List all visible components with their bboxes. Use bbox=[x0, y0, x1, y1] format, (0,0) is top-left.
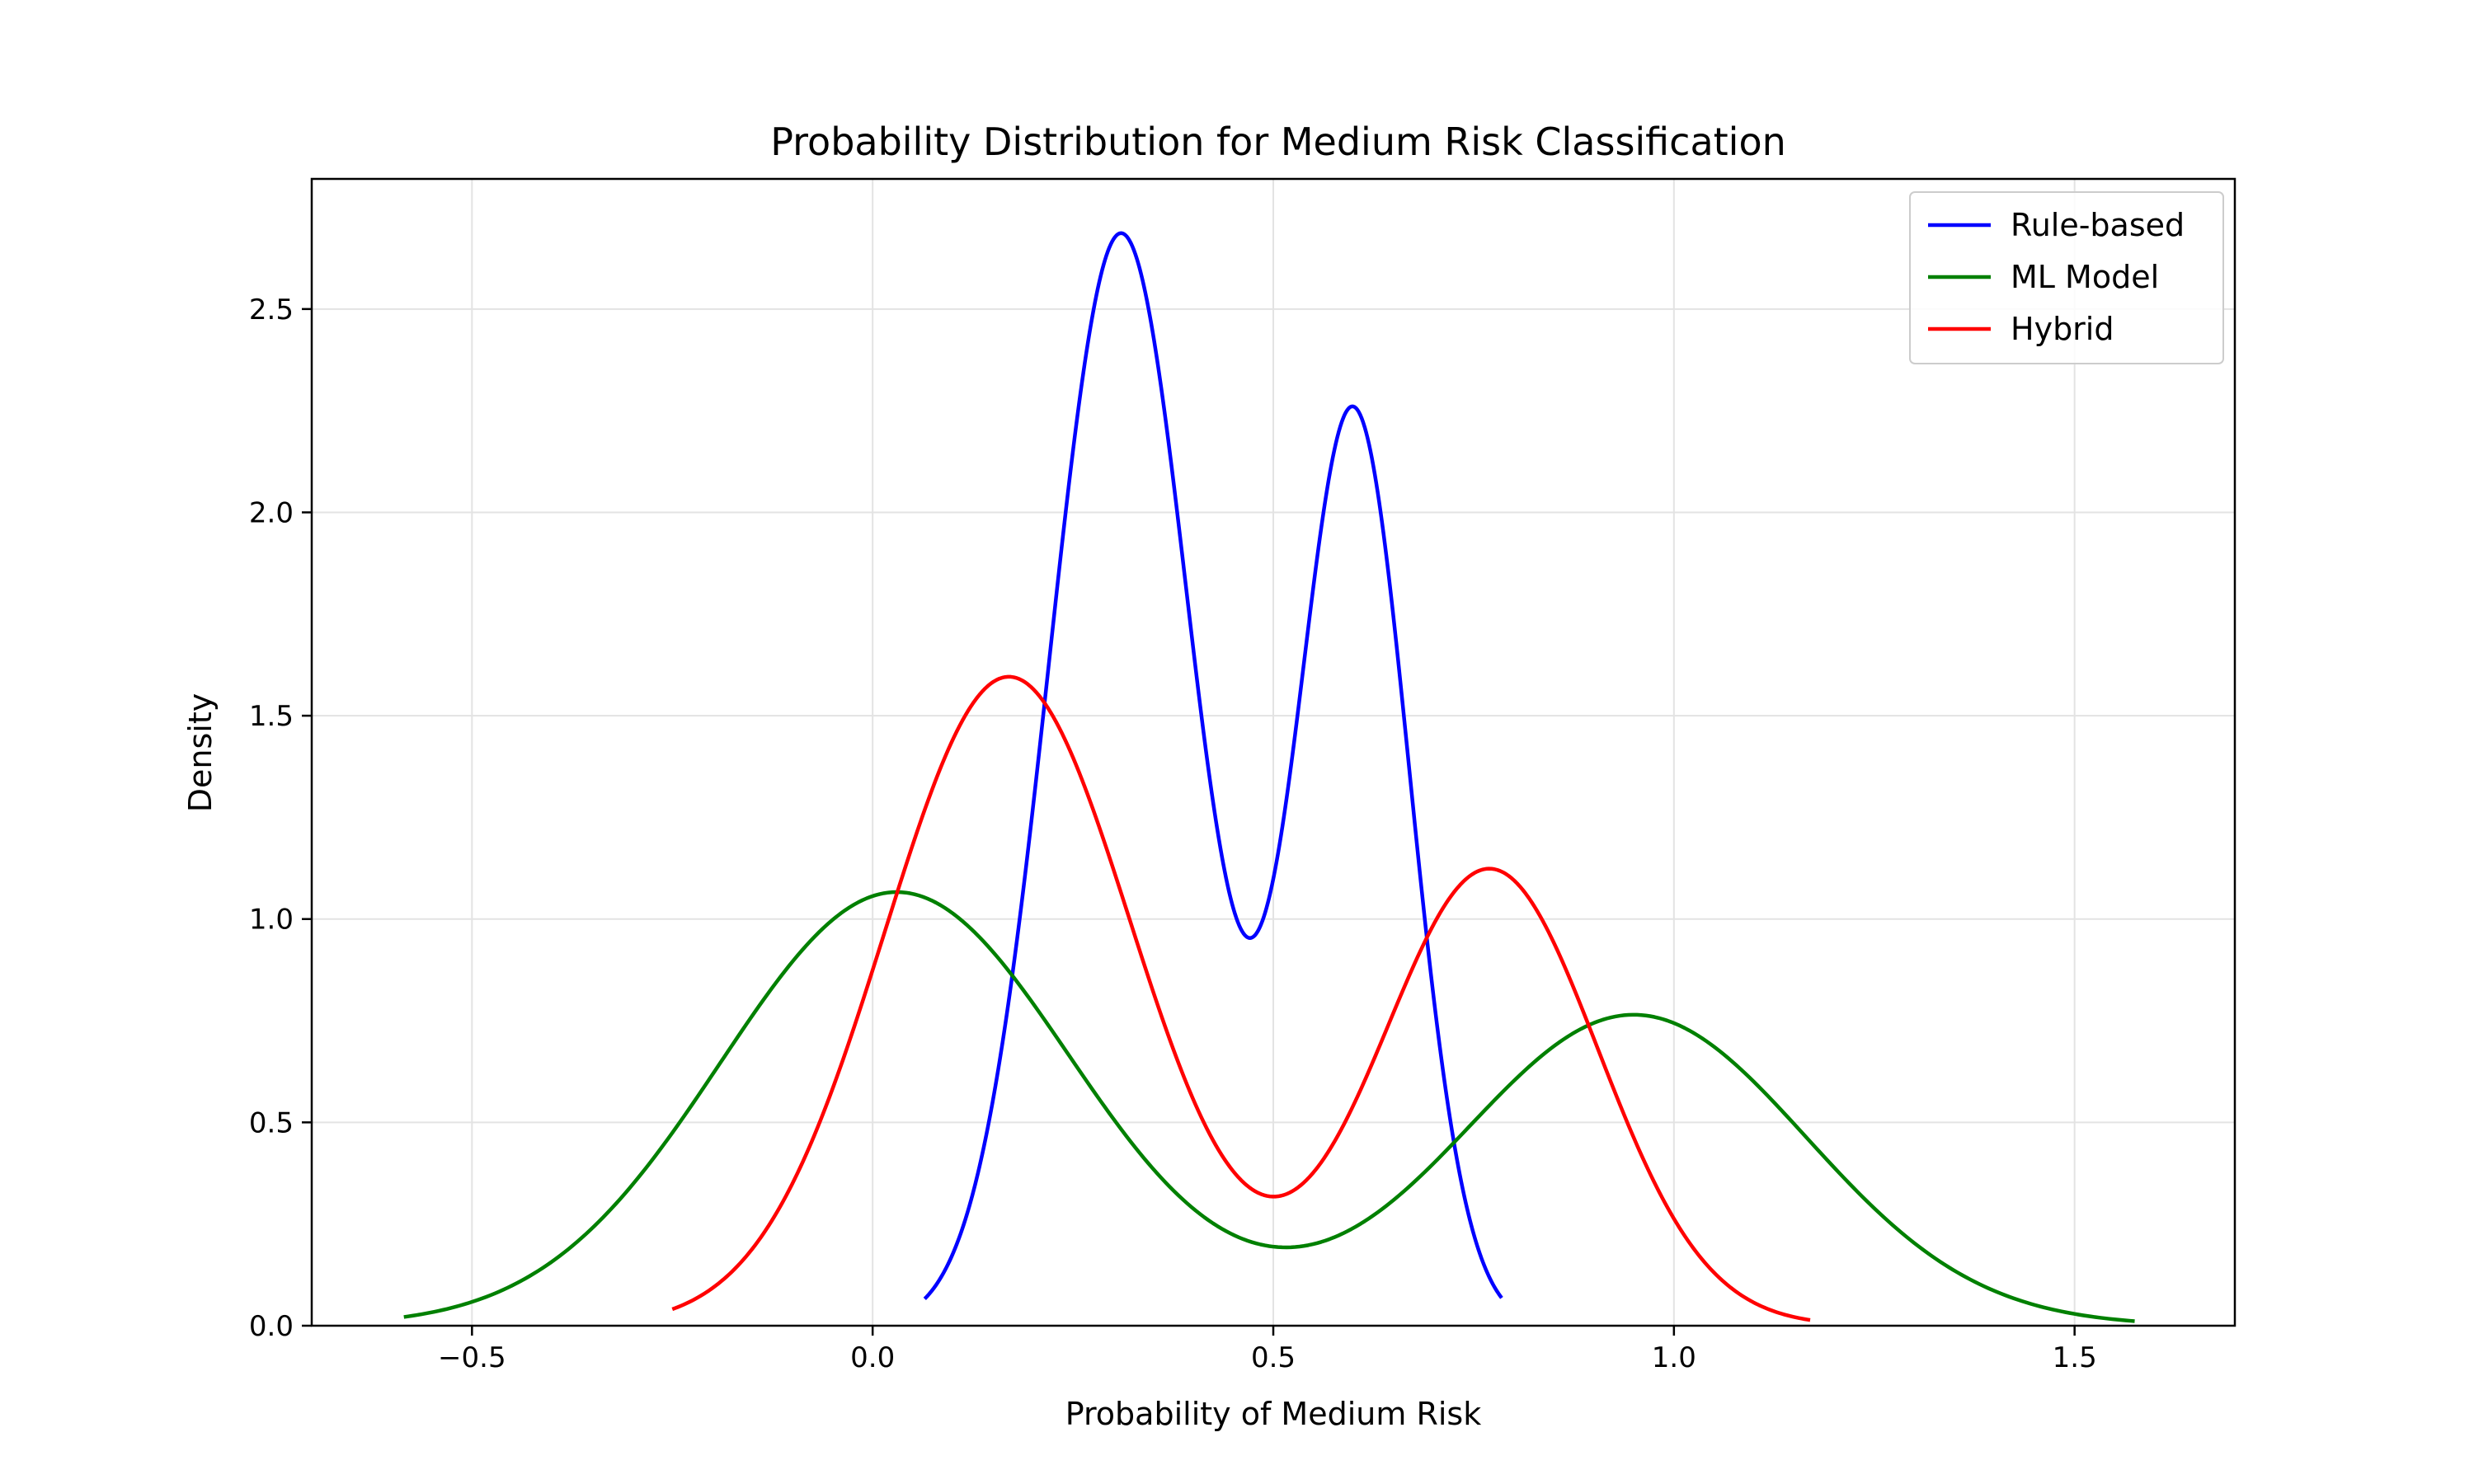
x-tick-label: 1.0 bbox=[1652, 1341, 1696, 1374]
axis-ticks: −0.5 0.0 0.5 1.0 1.5 0.0 0.5 1.0 1.5 2.0 2.5 bbox=[249, 294, 2097, 1374]
y-tick-label: 0.5 bbox=[249, 1106, 294, 1139]
y-tick-label: 2.5 bbox=[249, 294, 294, 326]
legend-label: ML Model bbox=[2011, 259, 2159, 295]
y-tick-label: 1.5 bbox=[249, 700, 294, 733]
series-line-rule-based bbox=[923, 231, 1503, 1300]
x-tick-label: 1.5 bbox=[2053, 1341, 2097, 1374]
legend: Rule-based ML Model Hybrid bbox=[1909, 191, 2224, 364]
x-tick-label: 0.5 bbox=[1251, 1341, 1296, 1374]
y-tick-label: 2.0 bbox=[249, 496, 294, 529]
legend-label: Hybrid bbox=[2011, 311, 2114, 347]
y-axis-label: Density bbox=[182, 693, 219, 812]
y-tick-label: 1.0 bbox=[249, 904, 294, 937]
series-lines bbox=[403, 231, 2135, 1323]
x-axis-label: Probability of Medium Risk bbox=[1065, 1396, 1481, 1432]
series-line-ml-model bbox=[403, 890, 2135, 1323]
series-line-hybrid bbox=[671, 674, 1811, 1322]
y-tick-label: 0.0 bbox=[249, 1310, 294, 1343]
x-tick-label: 0.0 bbox=[850, 1341, 895, 1374]
x-tick-label: −0.5 bbox=[438, 1341, 506, 1374]
legend-box bbox=[1909, 191, 2224, 364]
chart-title: Probability Distribution for Medium Risk… bbox=[770, 120, 1786, 164]
legend-label: Rule-based bbox=[2011, 207, 2185, 243]
